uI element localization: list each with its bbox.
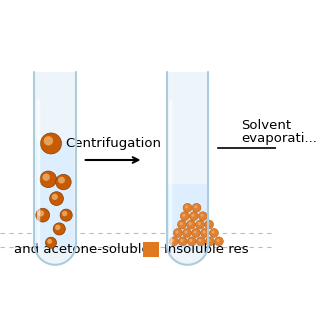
Circle shape [60, 209, 72, 221]
Ellipse shape [167, 223, 208, 265]
Circle shape [187, 220, 196, 229]
Text: Insoluble res: Insoluble res [164, 243, 249, 256]
Ellipse shape [36, 238, 75, 250]
Circle shape [189, 239, 192, 242]
Circle shape [171, 239, 174, 242]
Circle shape [200, 214, 204, 217]
Text: and acetone-soluble: and acetone-soluble [14, 243, 149, 256]
FancyBboxPatch shape [168, 184, 207, 244]
Circle shape [169, 237, 178, 246]
Circle shape [53, 223, 65, 235]
Circle shape [180, 239, 183, 242]
Circle shape [182, 214, 185, 217]
FancyBboxPatch shape [167, 72, 208, 244]
Circle shape [194, 230, 196, 234]
Circle shape [210, 228, 219, 237]
Circle shape [201, 228, 209, 237]
Circle shape [52, 194, 58, 200]
FancyBboxPatch shape [35, 72, 76, 244]
Ellipse shape [168, 238, 207, 250]
Circle shape [44, 136, 53, 146]
Text: evaporati...: evaporati... [241, 132, 317, 145]
Text: Solvent: Solvent [241, 119, 292, 132]
Circle shape [183, 204, 192, 212]
Circle shape [207, 222, 210, 225]
Circle shape [180, 222, 183, 225]
Circle shape [40, 171, 57, 188]
Circle shape [198, 212, 207, 220]
Text: Centrifugation: Centrifugation [65, 137, 161, 150]
Circle shape [41, 133, 61, 154]
Circle shape [217, 239, 220, 242]
Circle shape [62, 211, 68, 216]
Circle shape [175, 230, 179, 234]
Circle shape [50, 192, 63, 205]
Circle shape [191, 214, 195, 217]
Circle shape [188, 222, 192, 225]
Circle shape [191, 228, 200, 237]
Circle shape [178, 220, 186, 229]
Circle shape [214, 237, 223, 246]
Circle shape [58, 177, 65, 184]
Circle shape [43, 173, 50, 181]
Circle shape [173, 228, 182, 237]
Circle shape [56, 174, 71, 190]
Circle shape [178, 237, 187, 246]
Circle shape [203, 230, 206, 234]
Circle shape [205, 237, 214, 246]
Circle shape [196, 237, 205, 246]
Circle shape [45, 237, 57, 248]
Circle shape [180, 212, 189, 220]
Circle shape [198, 222, 201, 225]
FancyBboxPatch shape [143, 242, 158, 257]
Circle shape [212, 230, 215, 234]
FancyBboxPatch shape [36, 141, 75, 244]
Circle shape [185, 205, 188, 208]
Circle shape [207, 239, 211, 242]
Circle shape [194, 205, 197, 208]
Circle shape [36, 208, 50, 222]
Circle shape [198, 239, 202, 242]
Circle shape [189, 212, 198, 220]
Circle shape [205, 220, 213, 229]
Circle shape [196, 220, 204, 229]
Circle shape [188, 237, 196, 246]
Ellipse shape [35, 223, 76, 265]
Circle shape [184, 230, 188, 234]
Circle shape [55, 225, 60, 230]
Circle shape [192, 204, 201, 212]
Circle shape [47, 239, 52, 244]
Circle shape [38, 210, 44, 217]
Circle shape [182, 228, 191, 237]
